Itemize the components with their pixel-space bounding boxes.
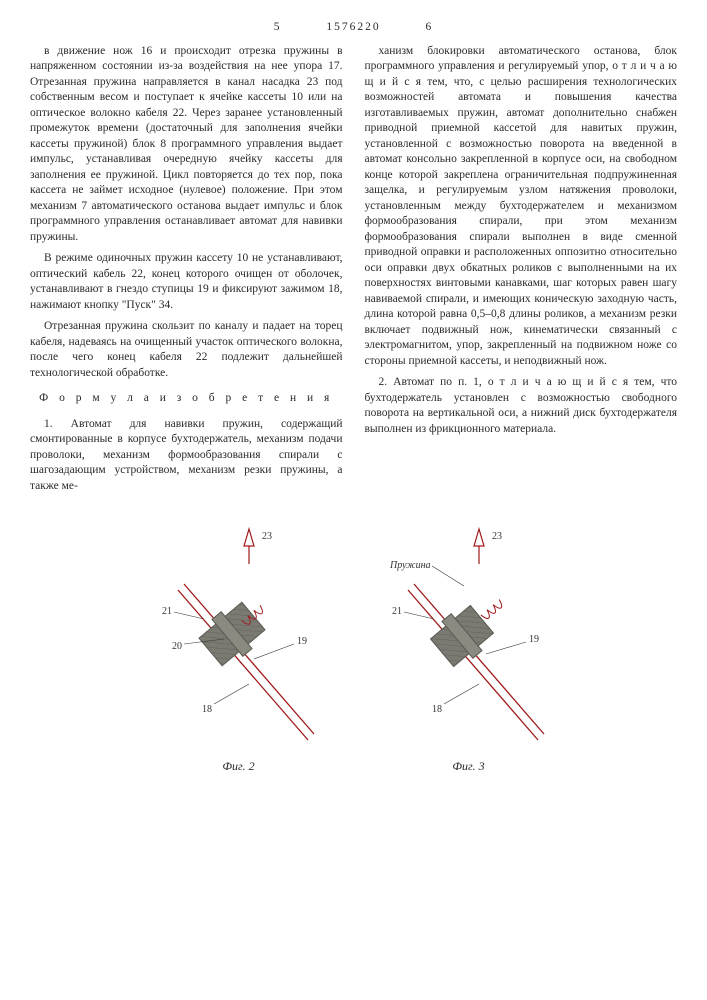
figure-3-caption: Фиг. 3 bbox=[384, 758, 554, 774]
text-columns: в движение нож 16 и происходит отрезка п… bbox=[30, 44, 677, 501]
fig2-label-20: 20 bbox=[172, 641, 182, 652]
fig3-label-19: 19 bbox=[529, 634, 539, 645]
body-paragraph: в движение нож 16 и происходит отрезка п… bbox=[30, 44, 343, 246]
claim-paragraph: 1. Автомат для навивки пружин, содержащи… bbox=[30, 417, 343, 495]
body-paragraph: Отрезанная пружина скользит по каналу и … bbox=[30, 319, 343, 381]
page-number-left: 5 bbox=[274, 20, 282, 36]
fig3-label-21: 21 bbox=[392, 606, 402, 617]
fig2-label-19: 19 bbox=[297, 636, 307, 647]
figure-2-caption: Фиг. 2 bbox=[154, 758, 324, 774]
claim-continuation: ханизм блокировки автоматического остано… bbox=[365, 44, 678, 370]
page-header: 5 1576220 6 bbox=[30, 20, 677, 36]
left-column: в движение нож 16 и происходит отрезка п… bbox=[30, 44, 343, 501]
body-paragraph: В режиме одиночных пружин кассету 10 не … bbox=[30, 251, 343, 313]
figure-3-svg: 23 Пружина bbox=[384, 524, 554, 754]
fig2-label-23: 23 bbox=[262, 531, 272, 542]
figure-2: 23 bbox=[154, 524, 324, 774]
figures-row: 23 bbox=[30, 524, 677, 774]
right-column: ханизм блокировки автоматического остано… bbox=[365, 44, 678, 501]
fig2-label-18: 18 bbox=[202, 704, 212, 715]
formula-title: Ф о р м у л а и з о б р е т е н и я bbox=[30, 391, 343, 407]
page-number-right: 6 bbox=[426, 20, 434, 36]
document-number: 1576220 bbox=[326, 20, 380, 36]
fig3-label-23: 23 bbox=[492, 531, 502, 542]
fig2-label-21: 21 bbox=[162, 606, 172, 617]
fig3-label-18: 18 bbox=[432, 704, 442, 715]
fig3-label-spring: Пружина bbox=[389, 560, 431, 571]
figure-3: 23 Пружина bbox=[384, 524, 554, 774]
claim-paragraph: 2. Автомат по п. 1, о т л и ч а ю щ и й … bbox=[365, 375, 678, 437]
figure-2-svg: 23 bbox=[154, 524, 324, 754]
